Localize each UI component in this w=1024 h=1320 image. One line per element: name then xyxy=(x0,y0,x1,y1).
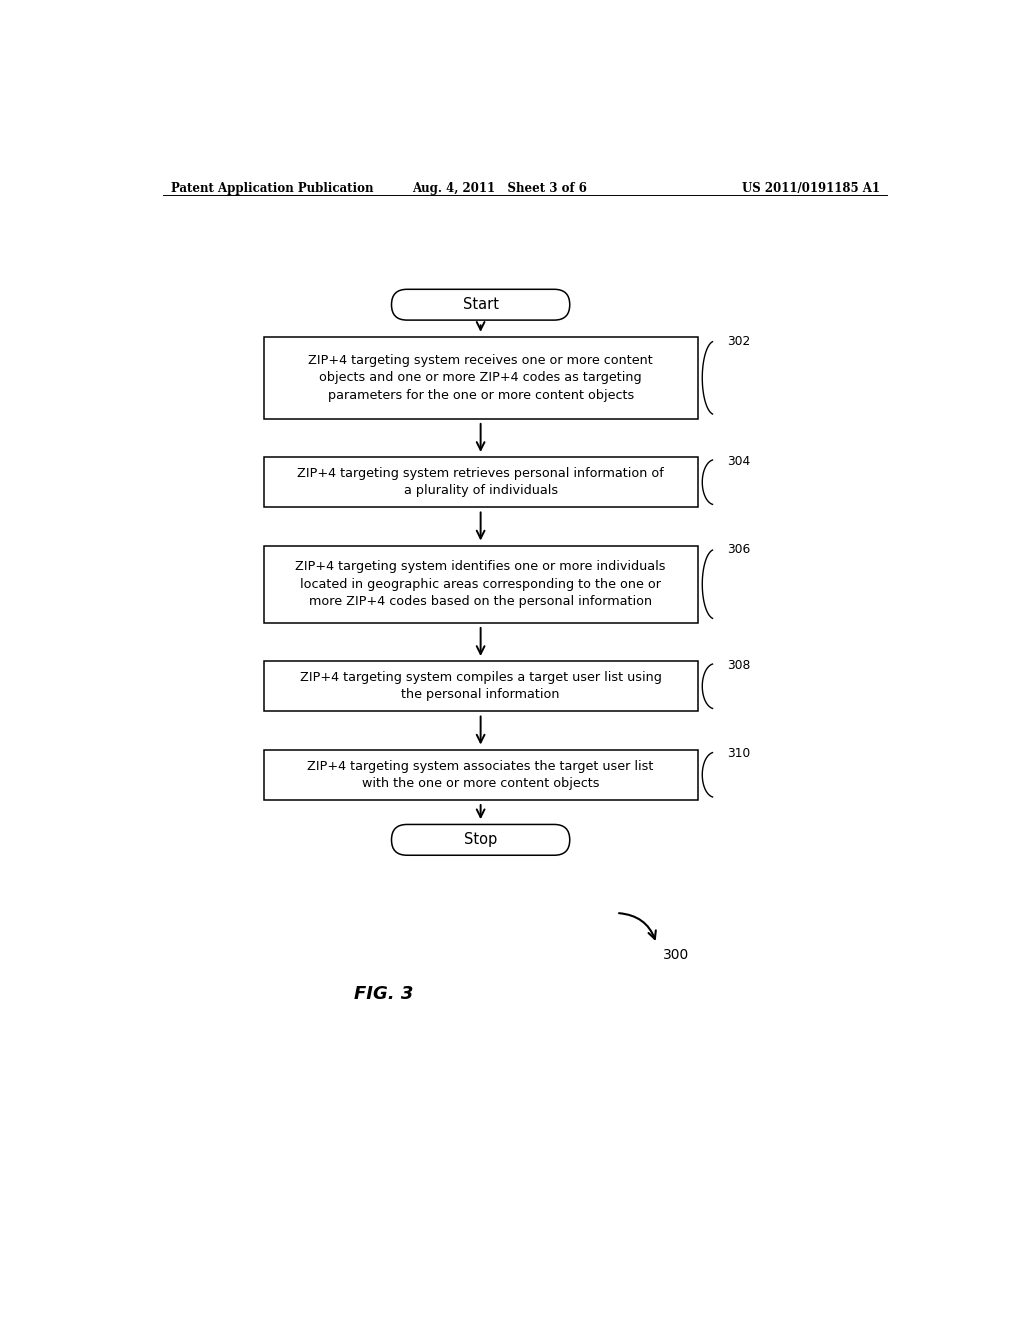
FancyBboxPatch shape xyxy=(263,750,697,800)
Text: 302: 302 xyxy=(727,335,751,347)
Text: ZIP+4 targeting system retrieves personal information of
a plurality of individu: ZIP+4 targeting system retrieves persona… xyxy=(297,467,664,498)
Text: Patent Application Publication: Patent Application Publication xyxy=(171,182,373,194)
FancyBboxPatch shape xyxy=(263,457,697,507)
Text: ZIP+4 targeting system receives one or more content
objects and one or more ZIP+: ZIP+4 targeting system receives one or m… xyxy=(308,354,653,401)
Text: 306: 306 xyxy=(727,544,751,557)
Text: ZIP+4 targeting system associates the target user list
with the one or more cont: ZIP+4 targeting system associates the ta… xyxy=(307,759,653,791)
Text: 300: 300 xyxy=(663,948,689,962)
Text: 304: 304 xyxy=(727,455,751,467)
FancyBboxPatch shape xyxy=(391,825,569,855)
Text: 308: 308 xyxy=(727,659,751,672)
Text: 310: 310 xyxy=(727,747,751,760)
Text: Aug. 4, 2011   Sheet 3 of 6: Aug. 4, 2011 Sheet 3 of 6 xyxy=(413,182,588,194)
Text: US 2011/0191185 A1: US 2011/0191185 A1 xyxy=(741,182,880,194)
FancyBboxPatch shape xyxy=(263,661,697,711)
Text: ZIP+4 targeting system compiles a target user list using
the personal informatio: ZIP+4 targeting system compiles a target… xyxy=(300,671,662,701)
FancyBboxPatch shape xyxy=(263,545,697,623)
Text: FIG. 3: FIG. 3 xyxy=(354,985,414,1003)
Text: Stop: Stop xyxy=(464,833,498,847)
Text: Start: Start xyxy=(463,297,499,313)
Text: ZIP+4 targeting system identifies one or more individuals
located in geographic : ZIP+4 targeting system identifies one or… xyxy=(295,560,666,609)
FancyBboxPatch shape xyxy=(391,289,569,321)
FancyBboxPatch shape xyxy=(263,337,697,418)
